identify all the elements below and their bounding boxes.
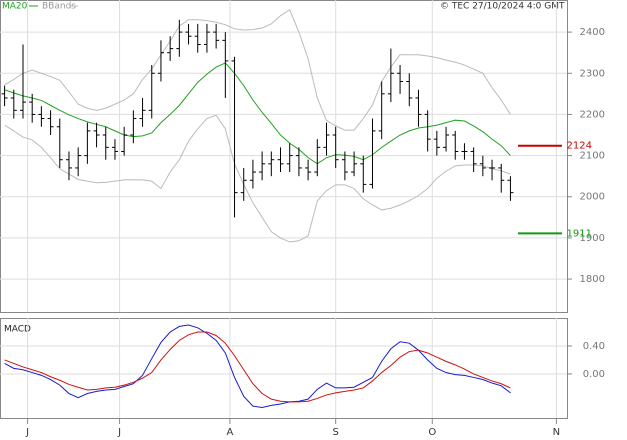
y-tick-label: 2300: [580, 68, 605, 79]
y-tick-label: 2100: [580, 151, 605, 162]
y-tick-label: 2200: [580, 109, 605, 120]
x-tick-label: A: [227, 427, 234, 438]
price-panel: [0, 0, 568, 313]
legend-entry: MA20: [2, 2, 28, 12]
indicator-title: MACD: [4, 325, 31, 335]
y-tick-label: 0.40: [583, 341, 605, 352]
x-tick-label: J: [117, 427, 121, 438]
x-tick-label: J: [25, 427, 29, 438]
level-label: 1911: [567, 228, 592, 239]
x-tick-label: S: [333, 427, 339, 438]
macd-line: [4, 331, 511, 403]
x-tick-label: N: [553, 427, 560, 438]
y-tick-label: 1800: [580, 274, 605, 285]
y-tick-label: 1900: [580, 233, 605, 244]
x-tick-label: O: [428, 427, 436, 438]
macd-line: [4, 324, 511, 409]
macd-panel: [0, 318, 568, 419]
band-upper: [4, 9, 511, 131]
level-label: 2124: [567, 141, 592, 152]
y-tick-label: 2400: [580, 27, 605, 38]
y-tick-label: 0.00: [583, 369, 605, 380]
annotation: © TEC 27/10/2024 4:0 GMT: [440, 2, 565, 12]
y-tick-label: 2000: [580, 192, 605, 203]
band-lower: [4, 114, 511, 243]
ma-line: [4, 62, 511, 165]
legend-entry: BBands: [42, 2, 76, 12]
